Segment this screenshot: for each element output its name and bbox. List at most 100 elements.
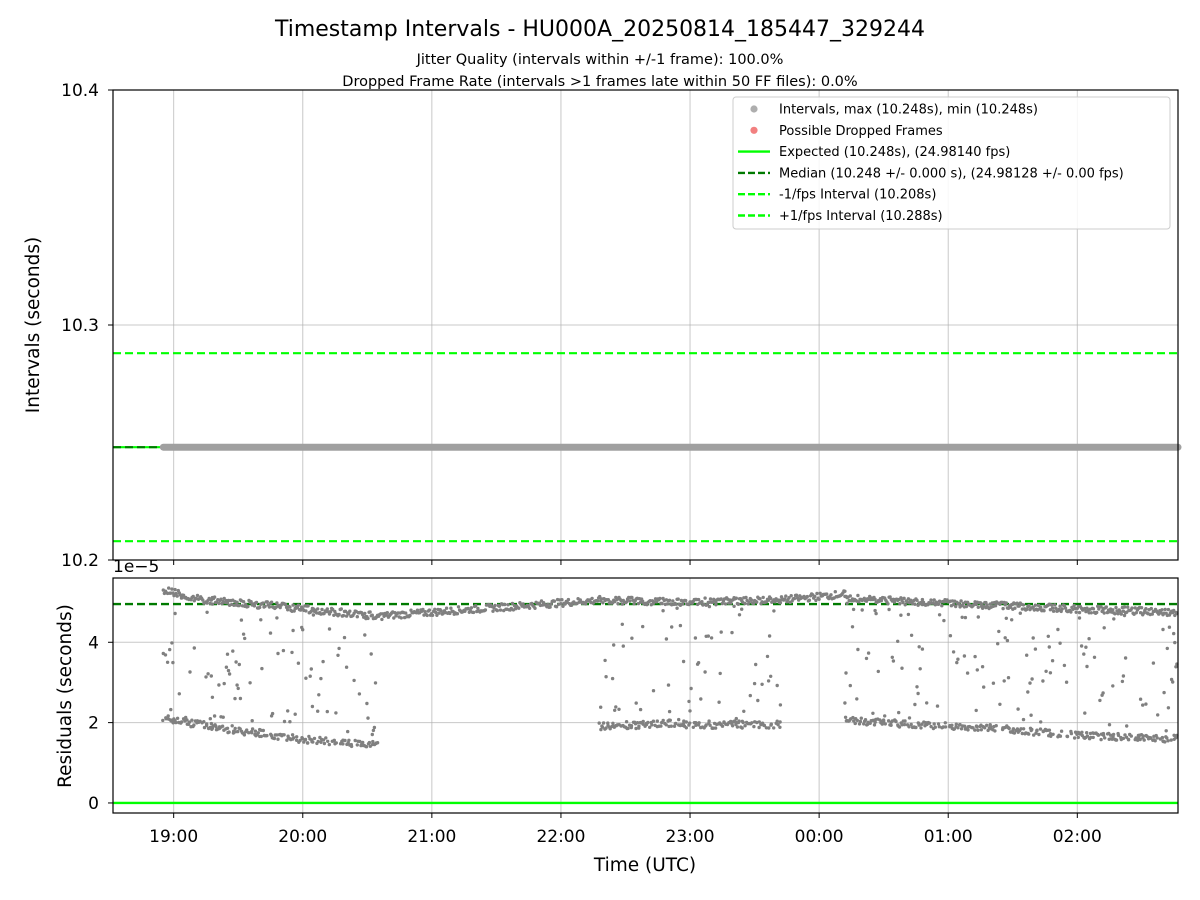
residual-point: [755, 600, 759, 604]
residual-point: [549, 602, 553, 606]
residual-point: [239, 618, 244, 622]
residual-point: [1121, 736, 1126, 741]
residual-point: [792, 596, 797, 601]
residual-point: [747, 600, 751, 604]
residual-point: [334, 711, 338, 715]
residual-point: [296, 661, 301, 665]
residual-point: [283, 602, 288, 607]
residual-point: [704, 723, 708, 727]
residual-point: [664, 723, 668, 727]
residual-point: [1096, 733, 1101, 737]
residual-point: [1072, 603, 1076, 608]
residual-point: [670, 625, 674, 629]
residual-point: [638, 707, 643, 712]
residual-point: [327, 627, 332, 631]
residual-point: [845, 601, 849, 605]
residual-point: [286, 608, 290, 612]
residual-point: [276, 651, 280, 656]
residual-point: [295, 735, 299, 739]
residual-point: [1027, 732, 1031, 736]
residual-point: [448, 611, 452, 616]
residual-point: [1030, 727, 1034, 732]
residual-point: [720, 724, 725, 728]
residual-point: [843, 715, 848, 719]
legend-box: [732, 96, 1171, 230]
residual-point: [707, 719, 711, 723]
residual-point: [1098, 698, 1102, 703]
residual-point: [177, 692, 181, 696]
residual-point: [778, 703, 783, 707]
residual-point: [775, 719, 779, 723]
residual-point: [873, 608, 877, 613]
residuals-panel: 0 2 4 19:00 20:00 21:00 22:00 23:00 00:00 01:00 0…: [55, 557, 1179, 876]
residual-point: [862, 722, 866, 726]
residual-point: [1165, 736, 1169, 740]
residual-point: [1141, 734, 1146, 738]
legend-entry-label: Expected (10.248s), (24.98140 fps): [779, 145, 1010, 160]
residual-point: [954, 604, 958, 609]
residual-point: [456, 605, 461, 609]
residual-point: [498, 608, 503, 612]
residual-point: [1084, 645, 1088, 649]
residual-point: [306, 604, 310, 608]
residual-point: [752, 681, 757, 686]
residual-point: [1149, 606, 1154, 611]
residual-point: [940, 604, 944, 608]
residual-point: [635, 721, 640, 725]
residual-point: [1139, 606, 1144, 610]
residual-point: [743, 601, 747, 606]
residual-point: [676, 597, 680, 601]
residual-point: [718, 671, 722, 676]
residual-point: [1101, 733, 1106, 737]
residual-point: [813, 594, 817, 599]
residual-point: [1172, 608, 1176, 613]
residual-point: [769, 674, 773, 678]
residual-point: [344, 614, 349, 618]
residual-point: [566, 597, 571, 602]
residual-point: [871, 711, 875, 715]
residuals-y-tick-label: 2: [88, 714, 99, 734]
residual-point: [227, 672, 232, 676]
residual-point: [437, 611, 441, 615]
residual-point: [1005, 638, 1010, 643]
residual-point: [909, 722, 913, 727]
residual-point: [902, 596, 906, 600]
x-axis-label: Time (UTC): [593, 855, 696, 876]
residual-point: [900, 666, 904, 670]
residual-point: [355, 743, 359, 747]
residual-point: [224, 665, 229, 669]
residuals-y-axis-label: Residuals (seconds): [55, 604, 76, 788]
residual-point: [1004, 601, 1008, 605]
residual-point: [275, 616, 279, 620]
residual-point: [667, 598, 672, 602]
residual-point: [375, 741, 380, 745]
residual-point: [962, 724, 967, 728]
residual-point: [1114, 605, 1118, 610]
residual-point: [1058, 734, 1063, 738]
residual-point: [282, 719, 287, 724]
residual-point: [943, 721, 947, 725]
residual-point: [372, 725, 377, 730]
residual-point: [337, 612, 341, 617]
residual-point: [322, 741, 327, 746]
residual-point: [399, 616, 403, 620]
residual-point: [959, 599, 963, 603]
x-tick-label: 23:00: [666, 827, 715, 847]
residual-point: [817, 597, 821, 601]
residual-point: [1166, 739, 1170, 743]
residual-point: [474, 604, 478, 608]
residual-point: [173, 611, 177, 616]
residuals-y-tick-label: 0: [88, 794, 99, 814]
residual-point: [993, 729, 997, 733]
residual-point: [608, 727, 612, 731]
residual-point: [1155, 736, 1159, 740]
residual-point: [932, 598, 936, 602]
residual-point: [1006, 676, 1011, 680]
residual-point: [179, 720, 184, 724]
residual-point: [872, 723, 877, 727]
residual-point: [1121, 674, 1126, 678]
residual-point: [604, 675, 608, 679]
residual-point: [260, 666, 264, 671]
residual-point: [170, 641, 174, 645]
residual-point: [235, 683, 239, 687]
